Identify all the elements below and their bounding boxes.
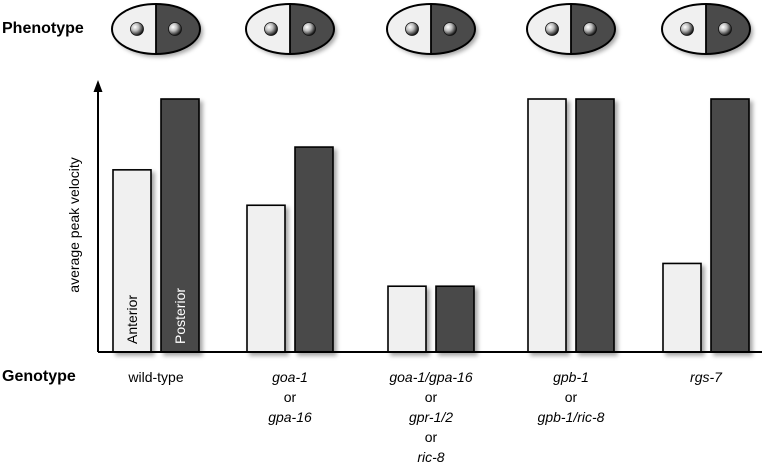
anterior-nucleus-3 (545, 22, 559, 36)
x-tick-label-3-2: gpb-1/ric-8 (538, 409, 605, 425)
x-tick-label-2-2: gpr-1/2 (409, 409, 453, 425)
embryo-icon-0 (111, 3, 201, 55)
bar-anterior-4 (662, 262, 702, 353)
x-tick-label-2-0: goa-1/gpa-16 (389, 369, 473, 385)
posterior-nucleus-2 (443, 22, 457, 36)
phenotype-row-label: Phenotype (2, 20, 84, 37)
posterior-nucleus-0 (168, 22, 182, 36)
bar-posterior-0 (160, 98, 200, 353)
x-tick-label-2-1: or (425, 389, 438, 405)
posterior-nucleus-4 (718, 22, 732, 36)
series-label-anterior: Anterior (124, 295, 140, 344)
x-tick-label-2-4: ric-8 (417, 449, 444, 462)
genotype-row-label: Genotype (2, 368, 76, 385)
x-tick-label-1-2: gpa-16 (268, 409, 312, 425)
y-axis-arrow (93, 80, 103, 92)
bar-anterior-2 (387, 285, 427, 353)
anterior-nucleus-4 (680, 22, 694, 36)
anterior-nucleus-2 (405, 22, 419, 36)
bar-posterior-1 (294, 146, 334, 353)
x-tick-label-2-3: or (425, 429, 438, 445)
x-tick-label-3-1: or (565, 389, 578, 405)
posterior-nucleus-3 (583, 22, 597, 36)
bar-anterior-3 (527, 98, 567, 353)
posterior-nucleus-1 (302, 22, 316, 36)
phenotype-icons (111, 3, 751, 55)
bar-posterior-2 (435, 285, 475, 353)
x-tick-label-1-1: or (284, 389, 297, 405)
anterior-nucleus-0 (130, 22, 144, 36)
embryo-icon-2 (386, 3, 476, 55)
x-tick-label-0-0: wild-type (127, 369, 183, 385)
y-axis-label: average peak velocity (66, 157, 82, 292)
x-tick-labels: wild-type goa-1 or gpa-16 goa-1/gpa-16 or gpr-… (127, 369, 723, 462)
embryo-icon-4 (661, 3, 751, 55)
bars: Anterior Posterior (112, 98, 750, 353)
bar-posterior-4 (710, 98, 750, 353)
bar-posterior-3 (575, 98, 615, 353)
x-tick-label-4-0: rgs-7 (690, 369, 723, 385)
embryo-icon-1 (245, 3, 335, 55)
bar-anterior-0 (112, 169, 152, 353)
bar-anterior-1 (246, 204, 286, 353)
embryo-icon-3 (526, 3, 616, 55)
x-tick-label-1-0: goa-1 (272, 369, 308, 385)
series-label-posterior: Posterior (172, 288, 188, 344)
x-tick-label-3-0: gpb-1 (553, 369, 589, 385)
anterior-nucleus-1 (264, 22, 278, 36)
axes (93, 80, 762, 353)
